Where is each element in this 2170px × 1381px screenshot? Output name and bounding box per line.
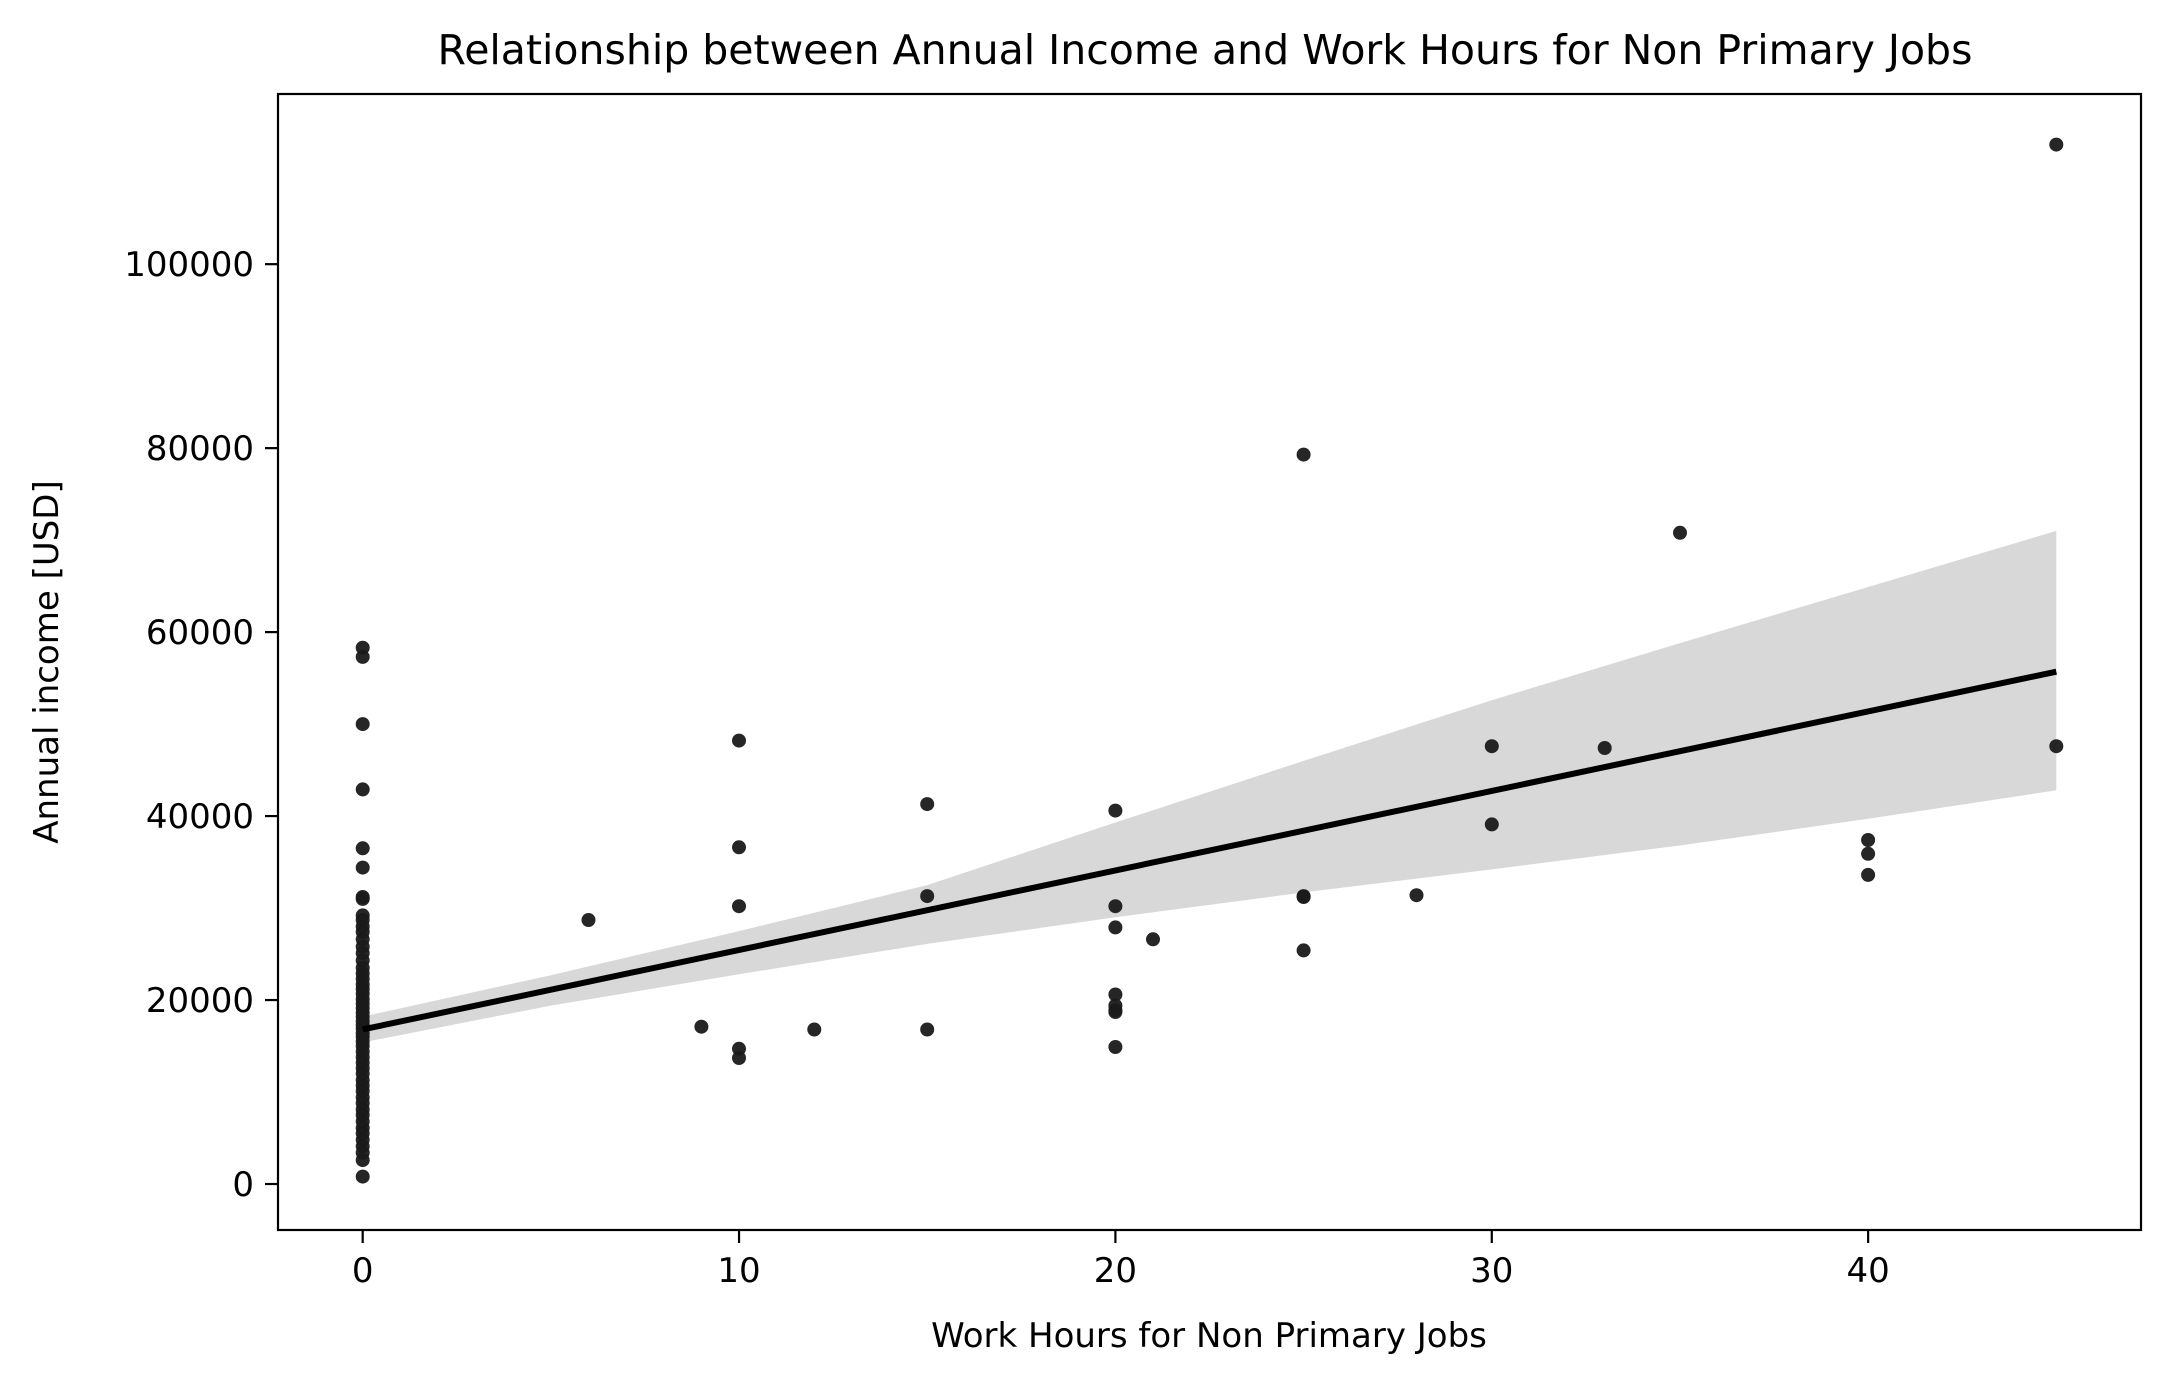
data-point — [1861, 833, 1876, 847]
y-tick-label: 100000 — [124, 245, 254, 285]
y-tick-label: 40000 — [146, 797, 254, 837]
data-point — [1296, 890, 1311, 904]
data-point — [355, 860, 370, 875]
x-tick-label: 20 — [1094, 1251, 1137, 1291]
data-point — [1108, 1040, 1123, 1054]
data-point — [1108, 987, 1123, 1002]
data-point — [732, 899, 746, 914]
data-point — [1146, 932, 1160, 947]
data-point — [355, 1169, 370, 1184]
x-axis-label: Work Hours for Non Primary Jobs — [931, 1316, 1487, 1356]
data-points — [355, 137, 2064, 1184]
data-point — [920, 797, 935, 812]
data-point — [1484, 739, 1499, 754]
y-axis: 0 20000 40000 60000 80000 100000 — [124, 245, 278, 1205]
data-point — [920, 1022, 935, 1037]
data-point — [1108, 899, 1123, 914]
data-point — [732, 1051, 746, 1065]
data-point — [2049, 739, 2064, 754]
data-point — [1296, 447, 1311, 462]
data-point — [355, 1153, 370, 1168]
data-point — [1484, 817, 1499, 832]
data-point — [355, 891, 370, 906]
data-point — [355, 649, 370, 664]
data-point — [355, 782, 370, 797]
confidence-band — [362, 530, 2057, 1043]
data-point — [1861, 867, 1876, 882]
y-tick-label: 80000 — [146, 429, 254, 469]
data-point — [1861, 846, 1876, 861]
chart-title: Relationship between Annual Income and W… — [438, 26, 1973, 74]
data-point — [355, 841, 370, 856]
y-axis-label: Annual income [USD] — [27, 480, 67, 844]
plot-frame — [276, 92, 2143, 1232]
data-point — [1296, 943, 1311, 958]
data-point — [807, 1022, 822, 1037]
data-point — [694, 1019, 709, 1034]
y-tick-label: 20000 — [146, 981, 254, 1021]
x-tick-label: 40 — [1847, 1251, 1890, 1291]
y-tick-label: 0 — [232, 1165, 254, 1205]
regression-line — [362, 668, 2057, 1033]
x-tick-label: 10 — [717, 1251, 760, 1291]
x-axis: 0 10 20 30 40 — [352, 1230, 1890, 1291]
data-point — [732, 840, 746, 855]
data-point — [1108, 803, 1123, 818]
data-point — [732, 733, 746, 748]
data-point — [1108, 920, 1123, 935]
data-point — [581, 913, 596, 927]
data-point — [2049, 137, 2064, 152]
data-point — [920, 889, 935, 904]
data-point — [1597, 741, 1612, 755]
data-point — [1108, 1005, 1123, 1019]
x-tick-label: 30 — [1470, 1251, 1513, 1291]
data-point — [1409, 888, 1424, 903]
data-point — [1673, 525, 1687, 540]
y-tick-label: 60000 — [146, 613, 254, 653]
x-tick-label: 0 — [352, 1251, 374, 1291]
data-point — [355, 717, 370, 732]
